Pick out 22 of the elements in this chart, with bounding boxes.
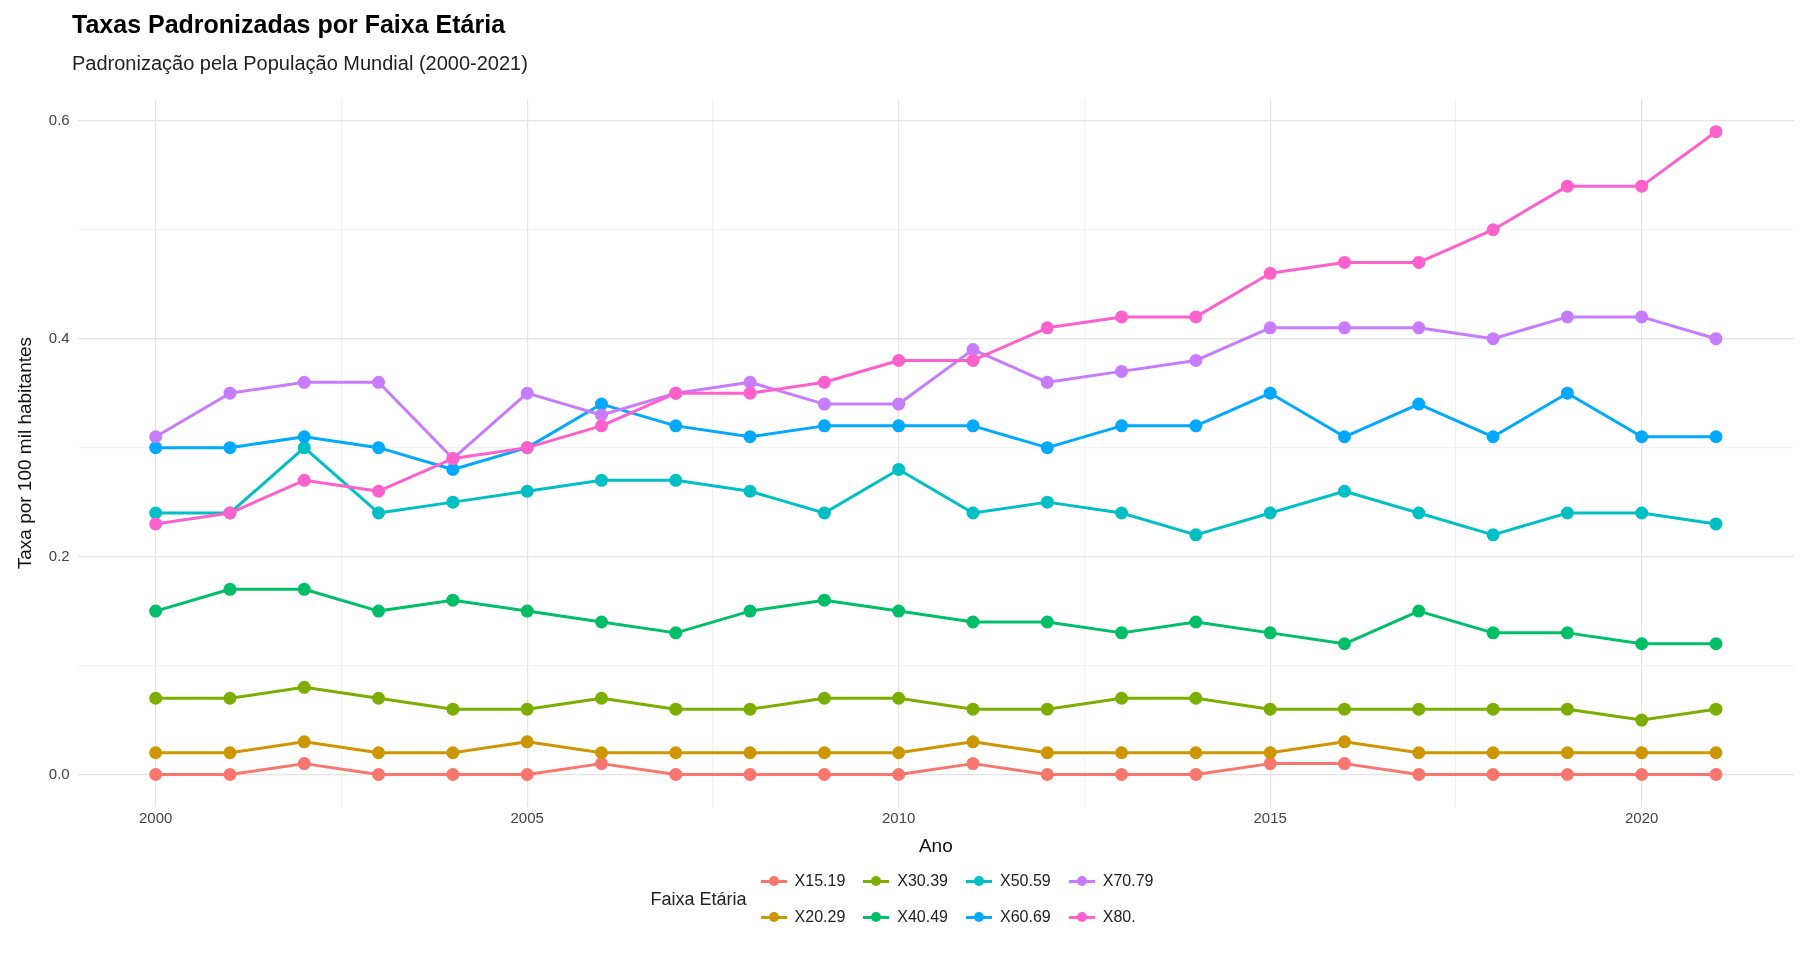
y-tick-label: 0.6 xyxy=(48,110,70,128)
x-tick-label: 2010 xyxy=(881,809,916,827)
x-tick-label: 2015 xyxy=(1253,809,1287,827)
y-axis-title: Taxa por 100 mil habitantes xyxy=(13,336,35,570)
legend-label: X70.79 xyxy=(1102,872,1154,890)
x-tick-label: 2020 xyxy=(1625,809,1659,827)
legend-label: X40.49 xyxy=(897,908,949,926)
chart-title: Taxas Padronizadas por Faixa Etária xyxy=(72,10,506,39)
legend-title: Faixa Etária xyxy=(650,888,747,910)
legend-label: X20.29 xyxy=(794,908,846,926)
x-tick-label: 2000 xyxy=(138,809,173,827)
x-tick-label: 2005 xyxy=(510,809,544,827)
legend-label: X15.19 xyxy=(794,872,846,890)
y-tick-label: 0.0 xyxy=(48,764,70,782)
legend-label: X50.59 xyxy=(1000,872,1051,890)
y-tick-label: 0.4 xyxy=(48,328,70,346)
legend-label: X80. xyxy=(1102,908,1136,926)
chart-subtitle: Padronização pela População Mundial (2000-2021) xyxy=(72,52,528,75)
legend-label: X30.39 xyxy=(897,872,949,890)
y-tick-label: 0.2 xyxy=(48,546,70,564)
x-axis-title: Ano xyxy=(918,834,953,856)
legend-label: X60.69 xyxy=(1000,908,1051,926)
